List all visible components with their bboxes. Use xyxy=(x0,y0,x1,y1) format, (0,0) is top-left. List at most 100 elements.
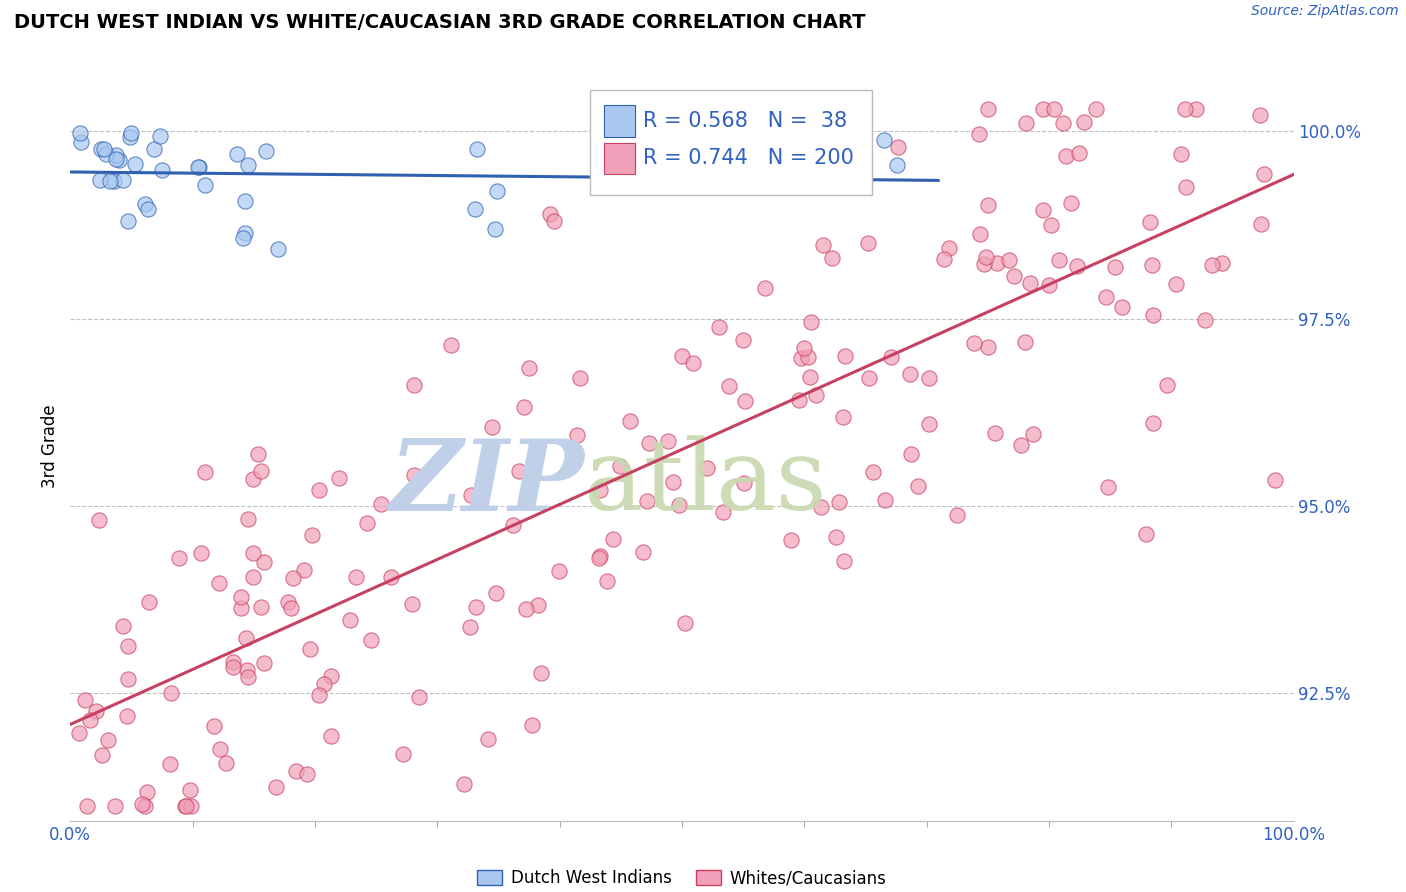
Point xyxy=(619,413,641,427)
Point xyxy=(465,600,488,615)
Point xyxy=(370,498,392,512)
Point xyxy=(543,213,565,227)
Point xyxy=(138,595,160,609)
Point xyxy=(1038,277,1060,292)
Point xyxy=(983,425,1005,440)
Point xyxy=(76,798,98,813)
Point xyxy=(1043,102,1066,116)
Point xyxy=(464,202,486,216)
Point xyxy=(104,798,127,813)
Point xyxy=(898,367,921,381)
Point xyxy=(277,595,299,609)
Point xyxy=(79,713,101,727)
Point xyxy=(589,549,612,563)
Point xyxy=(967,127,990,141)
Point xyxy=(401,597,423,611)
Point xyxy=(1032,203,1054,218)
Point xyxy=(1047,252,1070,267)
Point xyxy=(465,142,488,156)
Y-axis label: 3rd Grade: 3rd Grade xyxy=(41,404,59,488)
Point xyxy=(1085,102,1108,116)
Point xyxy=(105,148,128,162)
Point xyxy=(1164,277,1187,291)
Point xyxy=(526,598,548,612)
Point xyxy=(194,178,217,192)
Point xyxy=(460,488,482,502)
Point xyxy=(508,464,530,478)
Point xyxy=(264,780,287,794)
Point xyxy=(1014,334,1036,349)
Point xyxy=(873,132,896,146)
Point xyxy=(875,493,897,508)
Point xyxy=(1142,417,1164,431)
Legend: Dutch West Indians, Whites/Caucasians: Dutch West Indians, Whites/Caucasians xyxy=(477,869,887,888)
Text: R = 0.744   N = 200: R = 0.744 N = 200 xyxy=(643,148,853,169)
Point xyxy=(408,690,430,705)
Point xyxy=(134,196,156,211)
Point xyxy=(149,129,172,144)
Point xyxy=(800,315,823,329)
Point xyxy=(862,465,884,479)
Point xyxy=(779,533,801,547)
Point xyxy=(236,670,259,684)
Point xyxy=(301,527,323,541)
Text: Source: ZipAtlas.com: Source: ZipAtlas.com xyxy=(1251,4,1399,19)
Point xyxy=(236,663,259,677)
Point xyxy=(793,341,815,355)
Point xyxy=(392,747,415,762)
Point xyxy=(918,371,941,385)
Point xyxy=(174,798,197,813)
Point xyxy=(1031,102,1053,116)
Point xyxy=(633,545,655,559)
Point xyxy=(67,726,90,740)
Point xyxy=(662,475,685,489)
Point xyxy=(887,139,910,153)
Point xyxy=(477,731,499,746)
Point xyxy=(1174,103,1197,117)
Point xyxy=(150,163,173,178)
Point xyxy=(360,633,382,648)
Point xyxy=(84,704,107,718)
Point xyxy=(673,616,696,631)
Point xyxy=(733,333,755,347)
Point xyxy=(214,756,236,771)
Point xyxy=(180,798,202,813)
Point xyxy=(236,158,259,172)
Point xyxy=(668,498,690,512)
Point xyxy=(986,256,1008,270)
Point xyxy=(111,173,134,187)
Point xyxy=(811,238,834,252)
Point xyxy=(796,351,818,365)
Point xyxy=(124,157,146,171)
Point xyxy=(1194,312,1216,326)
Point xyxy=(308,689,330,703)
Point xyxy=(485,184,508,198)
Point xyxy=(565,428,588,442)
Point xyxy=(1069,146,1091,161)
Text: R = 0.568   N =  38: R = 0.568 N = 38 xyxy=(643,111,846,131)
Point xyxy=(97,732,120,747)
Point xyxy=(1249,108,1271,122)
Point xyxy=(790,351,813,365)
Point xyxy=(221,660,243,674)
FancyBboxPatch shape xyxy=(603,105,636,136)
Point xyxy=(602,532,624,546)
Point xyxy=(671,350,693,364)
Point xyxy=(284,764,307,779)
Point xyxy=(568,371,591,385)
Point xyxy=(115,708,138,723)
Point xyxy=(1004,269,1026,284)
Point xyxy=(283,571,305,585)
Point xyxy=(159,757,181,772)
Point xyxy=(142,142,165,156)
Point xyxy=(308,483,330,497)
Point xyxy=(520,718,543,732)
Point xyxy=(69,126,91,140)
Point xyxy=(1066,259,1088,273)
Point xyxy=(589,483,612,497)
Point xyxy=(292,562,315,576)
Point xyxy=(1015,116,1038,130)
Point xyxy=(969,227,991,242)
Point xyxy=(481,419,503,434)
Point xyxy=(120,129,142,144)
